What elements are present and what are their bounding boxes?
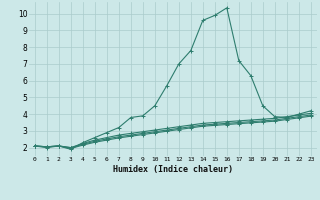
X-axis label: Humidex (Indice chaleur): Humidex (Indice chaleur)	[113, 165, 233, 174]
